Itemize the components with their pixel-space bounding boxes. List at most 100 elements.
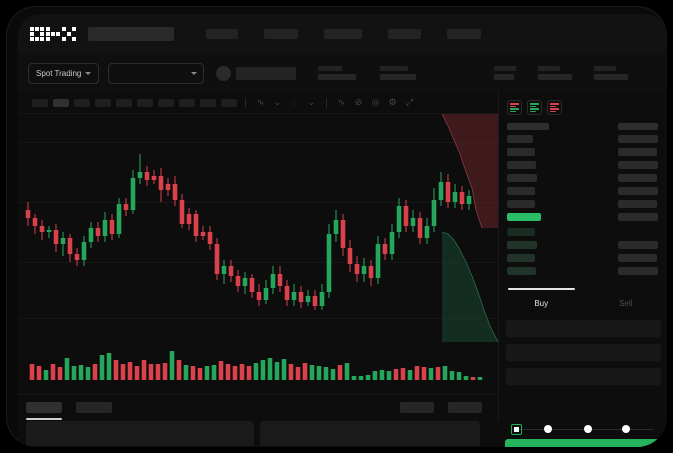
orderbook-ask-amount[interactable] (618, 200, 657, 208)
app-screen: Spot Trading ∿ ⌄ ◌ ⌄ ∿ ⊘ ◎ ⚙ ⤢ (18, 14, 667, 447)
mode-bars (510, 103, 519, 112)
orderbook-ask-row[interactable] (507, 200, 535, 208)
chart-toolbar: ∿ ⌄ ◌ ⌄ ∿ ⊘ ◎ ⚙ ⤢ (18, 92, 498, 114)
magnet-icon[interactable]: ⊘ (354, 97, 363, 107)
timeframe-3[interactable] (74, 98, 90, 107)
compare-icon[interactable]: ◌ (291, 97, 298, 108)
step-3[interactable] (584, 425, 592, 433)
nav-primary-item[interactable] (88, 27, 174, 41)
order-amount-field[interactable] (506, 344, 661, 361)
primary-cta-button[interactable] (505, 439, 660, 447)
orderbook-bid-amount[interactable] (618, 267, 658, 275)
mode-bar (510, 108, 519, 110)
gridline-2 (18, 202, 498, 203)
chart-tools-group-b: ∿ ⊘ ◎ ⚙ ⤢ (335, 96, 416, 109)
indicator-icon[interactable]: ∿ (256, 97, 265, 107)
tab-sell[interactable]: Sell (584, 288, 668, 314)
bottom-action-1[interactable] (400, 402, 434, 413)
more-chevron-icon[interactable]: ⌄ (307, 97, 316, 107)
mode-bar (550, 110, 556, 112)
nav-items-group (206, 29, 481, 39)
nav-item-3[interactable] (324, 29, 362, 39)
coin-avatar (216, 65, 232, 81)
orderbook-ask-amount[interactable] (618, 187, 658, 195)
stat-24h-high-value (494, 74, 515, 80)
timeframe-1[interactable] (32, 98, 48, 107)
orderbook-bid-amount[interactable] (618, 254, 657, 262)
tab-buy[interactable]: Buy (499, 288, 584, 314)
orderbook-ask-row[interactable] (507, 187, 535, 195)
orderbook-ask-row[interactable] (507, 161, 536, 169)
timeframe-7[interactable] (158, 98, 174, 107)
nav-item-4[interactable] (388, 29, 421, 39)
orderbook-bid-row[interactable] (507, 228, 535, 236)
camera-icon[interactable]: ◎ (371, 97, 380, 107)
pair-select[interactable] (108, 62, 205, 84)
mode-bar (550, 103, 559, 105)
orderbook-body (499, 122, 667, 288)
orderbook-mid-amount[interactable] (618, 213, 658, 221)
toolbar-divider (326, 97, 327, 108)
orderbook-col-header-price (507, 123, 549, 130)
timeframe-4[interactable] (95, 98, 111, 107)
bottom-tab-2[interactable] (76, 402, 112, 413)
orderbook-ask-amount[interactable] (618, 174, 657, 182)
orderbook-panel: Buy Sell (498, 92, 667, 421)
step-2[interactable] (544, 425, 552, 433)
step-1[interactable] (511, 423, 522, 435)
timeframe-9[interactable] (200, 98, 216, 107)
orderbook-bid-row[interactable] (507, 241, 537, 249)
candlestick-chart[interactable] (18, 114, 498, 342)
orderbook-bid-row[interactable] (507, 267, 536, 275)
volume-series (29, 351, 483, 380)
stat-change-value (380, 74, 417, 80)
chart-type-icon[interactable]: ⌄ (273, 97, 282, 107)
volume-histogram (18, 342, 498, 394)
nav-item-1[interactable] (206, 29, 238, 39)
timeframe-10[interactable] (221, 98, 237, 107)
orderbook-ask-row[interactable] (507, 148, 535, 156)
spot-trading-label: Spot Trading (36, 68, 82, 78)
order-total-field[interactable] (506, 368, 661, 385)
line-chart-icon[interactable]: ∿ (337, 97, 346, 107)
orderbook-mode-both[interactable] (507, 100, 522, 115)
mode-bar (530, 108, 539, 110)
orderbook-mode-asks[interactable] (547, 100, 562, 115)
bottom-panel-right[interactable] (260, 421, 480, 446)
nav-item-2[interactable] (264, 29, 298, 39)
orderbook-ask-row[interactable] (507, 174, 537, 182)
timeframe-5[interactable] (116, 98, 132, 107)
orderbook-ask-amount[interactable] (618, 161, 658, 169)
orderbook-mode-bids[interactable] (527, 100, 542, 115)
bottom-panel-left[interactable] (26, 421, 254, 446)
stat-24h-low (538, 66, 573, 80)
timeframe-2[interactable] (53, 98, 69, 107)
nav-item-5[interactable] (447, 29, 481, 39)
step-4[interactable] (622, 425, 630, 433)
orderbook-mid-price-row[interactable] (507, 213, 541, 221)
orderbook-ask-amount[interactable] (618, 135, 658, 143)
device-bezel: Spot Trading ∿ ⌄ ◌ ⌄ ∿ ⊘ ◎ ⚙ ⤢ (6, 6, 667, 447)
mode-bar (510, 110, 516, 112)
orderbook-bid-amount[interactable] (618, 241, 658, 249)
order-price-field[interactable] (506, 320, 661, 337)
spot-trading-selector[interactable]: Spot Trading (28, 62, 100, 84)
pair-name-skeleton (236, 66, 297, 80)
orderbook-bid-row[interactable] (507, 254, 535, 262)
fullscreen-icon[interactable]: ⤢ (405, 97, 414, 107)
orderbook-ask-amount[interactable] (618, 148, 657, 156)
mode-bar (530, 105, 536, 107)
stat-last-price-value (318, 74, 357, 80)
settings-icon[interactable]: ⚙ (388, 97, 397, 107)
stat-24h-low-value (538, 74, 573, 80)
timeframe-8[interactable] (179, 98, 195, 107)
orderbook-ask-row[interactable] (507, 135, 533, 143)
okx-logo-icon[interactable] (30, 27, 76, 41)
bottom-tab-1[interactable] (26, 402, 62, 413)
bottom-action-2[interactable] (448, 402, 482, 413)
onboarding-stepper (498, 421, 667, 439)
stat-change-label (380, 66, 409, 71)
stepper-track (513, 429, 653, 430)
timeframe-6[interactable] (137, 98, 153, 107)
